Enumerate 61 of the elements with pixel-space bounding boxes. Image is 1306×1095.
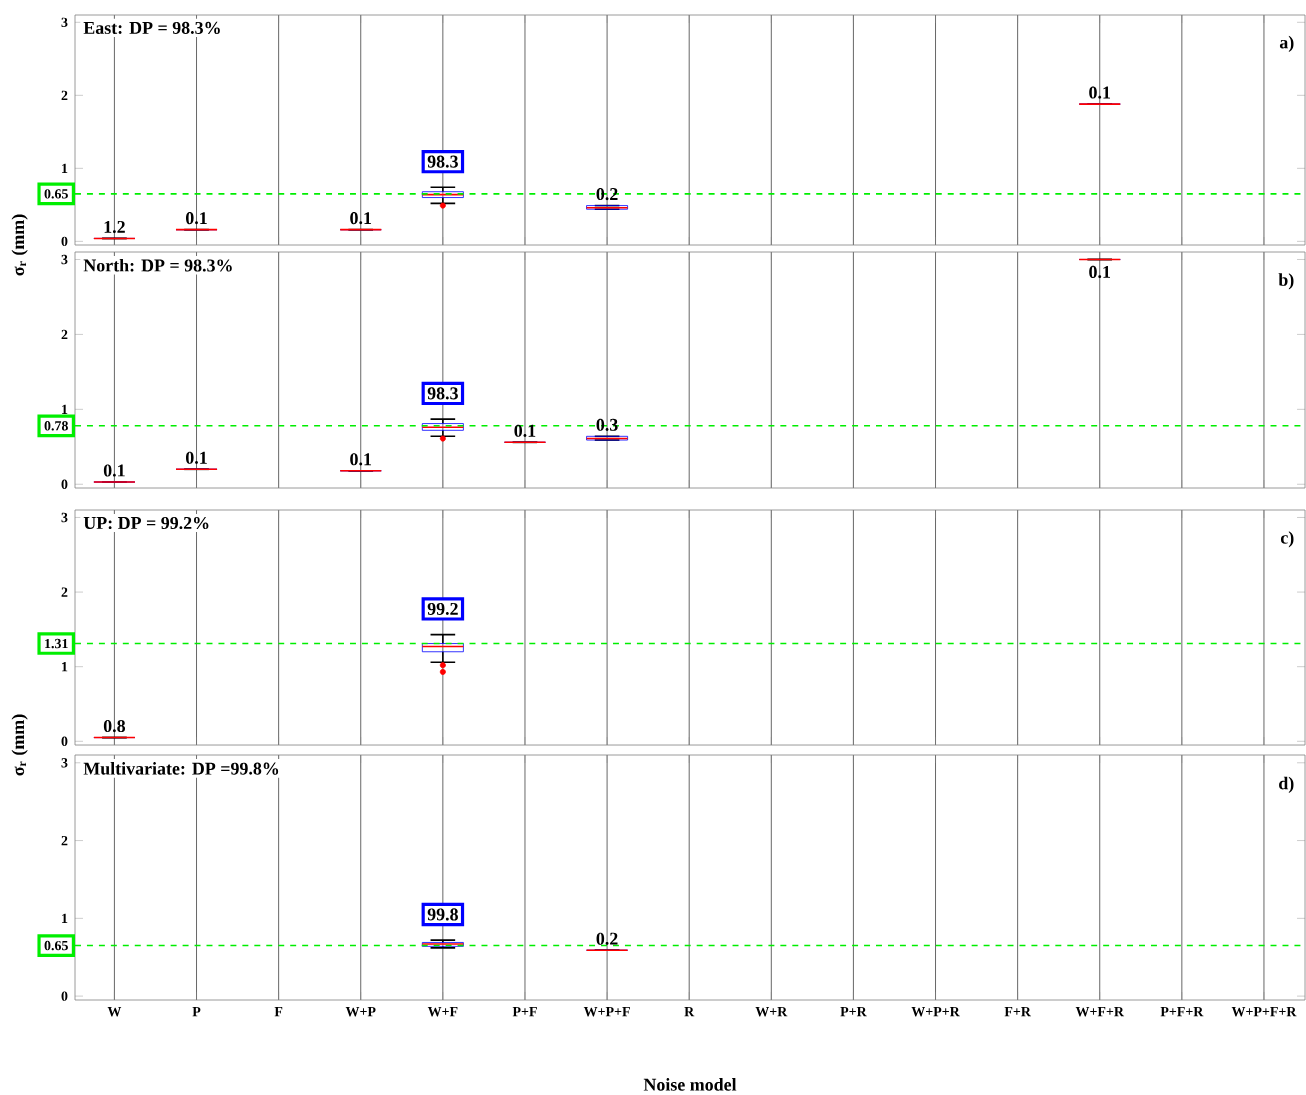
x-tick-label: F xyxy=(274,1007,283,1017)
annotation: 0.1 xyxy=(1089,265,1111,279)
x-tick-label: P+R xyxy=(840,1007,867,1017)
ref-line-label: 0.65 xyxy=(44,940,68,951)
y-tick-label: 3 xyxy=(61,512,68,523)
chart-title: North: DP = 98.3% xyxy=(83,258,232,272)
x-tick-label: F+R xyxy=(1004,1007,1032,1017)
y-tick-label: 2 xyxy=(61,835,68,846)
x-tick-label: W+R xyxy=(755,1007,788,1017)
y-tick-label: 0 xyxy=(61,479,68,489)
annotation: c) xyxy=(1280,531,1294,548)
y-tick-label: 1 xyxy=(62,404,68,414)
x-tick-label: W+P+F xyxy=(583,1007,630,1017)
y-tick-label: 3 xyxy=(61,254,68,265)
x-tick-label: P+F xyxy=(512,1007,537,1017)
chart-title: Multivariate: DP =99.8% xyxy=(83,762,279,775)
annotation: 98.3 xyxy=(427,387,458,400)
y-tick-label: 1 xyxy=(62,913,68,923)
x-tick-label: P+F+R xyxy=(1160,1007,1204,1017)
ref-line-label: 0.78 xyxy=(44,421,68,431)
annotation: 99.2 xyxy=(427,602,458,616)
x-tick-label: R xyxy=(684,1007,695,1017)
x-axis-title: Noise model xyxy=(643,1078,737,1091)
annotation: 0.1 xyxy=(1089,86,1111,99)
x-tick-label: P xyxy=(192,1007,201,1017)
x-tick-label: W+F+R xyxy=(1075,1007,1125,1017)
y-tick-label: 2 xyxy=(61,329,68,340)
x-tick-label: W+P xyxy=(345,1007,376,1017)
annotation: 98.3 xyxy=(427,155,458,168)
y-tick-label: 3 xyxy=(61,758,68,768)
annotation: 0.1 xyxy=(350,453,372,466)
x-tick-label: W+F xyxy=(427,1007,458,1017)
annotation: 0.1 xyxy=(514,424,536,437)
ref-line-label: 0.65 xyxy=(44,189,68,199)
x-tick-label: W+P+R xyxy=(911,1007,960,1017)
annotation: b) xyxy=(1278,273,1294,290)
y-tick-label: 3 xyxy=(61,17,68,27)
y-axis-title: σ$_{r}$ (mm) xyxy=(11,714,28,776)
annotation: 0.1 xyxy=(350,212,372,225)
annotation: 0.3 xyxy=(596,418,618,431)
y-tick-label: 2 xyxy=(61,587,68,597)
y-tick-label: 1 xyxy=(62,662,68,672)
y-tick-label: 1 xyxy=(62,163,68,173)
y-tick-label: 2 xyxy=(61,90,68,100)
annotation: a) xyxy=(1279,35,1294,53)
annotation: 99.8 xyxy=(427,908,458,921)
annotation: 0.1 xyxy=(103,464,125,477)
y-tick-label: 0 xyxy=(61,991,68,1001)
x-tick-label: W+P+F+R xyxy=(1231,1007,1297,1017)
chart-title: UP: DP = 99.2% xyxy=(83,516,209,530)
y-axis-title: σ$_{r}$ (mm) xyxy=(11,214,28,276)
x-tick-label: W xyxy=(107,1007,122,1017)
annotation: 0.8 xyxy=(103,719,126,733)
annotation: 0.2 xyxy=(596,932,618,945)
y-tick-label: 0 xyxy=(61,236,68,247)
annotation: 1.2 xyxy=(104,220,125,234)
annotation: 0.2 xyxy=(596,187,618,201)
chart-title: East: DP = 98.3% xyxy=(83,21,220,35)
ref-line-label: 1.31 xyxy=(45,638,68,649)
annotation: d) xyxy=(1279,776,1294,794)
y-tick-label: 0 xyxy=(61,736,68,746)
